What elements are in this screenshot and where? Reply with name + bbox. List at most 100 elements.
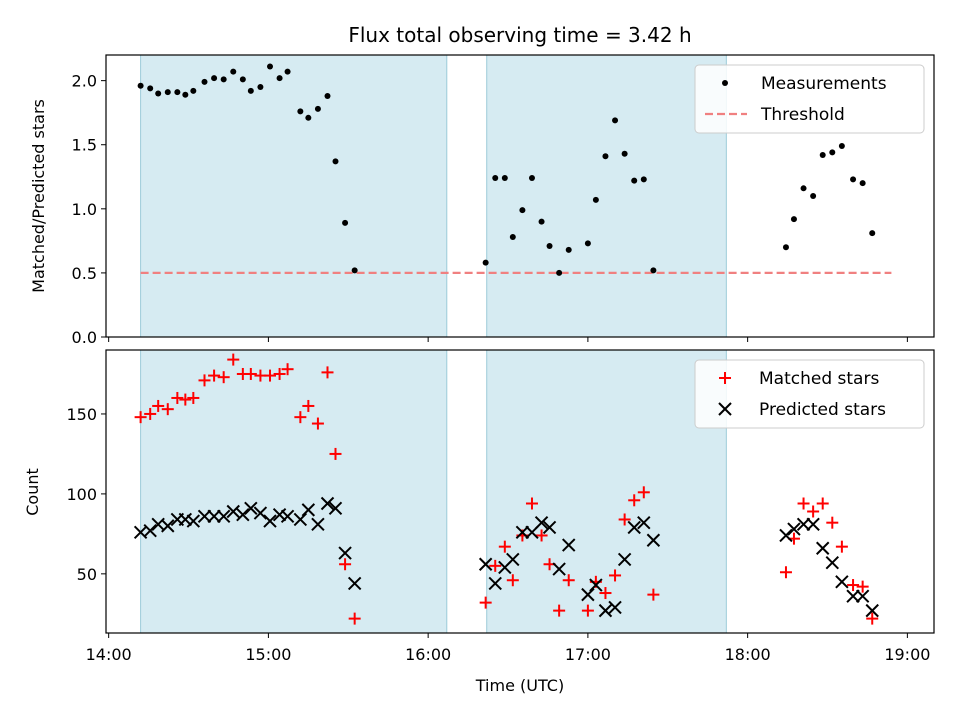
matched-star-point bbox=[628, 494, 641, 507]
measurement-point bbox=[782, 244, 789, 251]
predicted-star-point bbox=[598, 603, 613, 618]
top-y-tick-label: 1.5 bbox=[72, 136, 97, 155]
measurement-point bbox=[351, 267, 358, 274]
x-tick-label: 19:00 bbox=[884, 645, 930, 664]
measurement-point bbox=[612, 117, 619, 124]
bottom-legend bbox=[694, 359, 925, 429]
matched-star-point bbox=[835, 540, 848, 553]
measurement-point bbox=[314, 105, 321, 112]
measurement-point bbox=[147, 85, 154, 92]
x-tick-label: 14:00 bbox=[86, 645, 132, 664]
predicted-star-point bbox=[216, 509, 231, 523]
measurement-point bbox=[342, 219, 349, 226]
matched-star-point bbox=[311, 417, 324, 430]
top-observing-window-0 bbox=[140, 54, 448, 338]
predicted-star-point bbox=[846, 589, 860, 603]
matched-star-point bbox=[294, 411, 307, 424]
ratio-panel: 0.0 0.5 1.0 1.5 2.0 Measurements Threshold bbox=[72, 54, 935, 347]
matched-star-point bbox=[599, 587, 612, 600]
matched-star-point bbox=[581, 604, 594, 617]
predicted-star-point bbox=[825, 555, 840, 570]
predicted-star-point bbox=[328, 501, 343, 515]
measurement-point bbox=[584, 240, 591, 247]
legend-measurements-marker bbox=[722, 80, 728, 86]
predicted-star-point bbox=[627, 520, 641, 535]
predicted-star-point bbox=[796, 517, 811, 531]
predicted-star-point bbox=[646, 533, 661, 547]
legend-matched-marker bbox=[719, 372, 731, 384]
measurement-point bbox=[247, 87, 254, 94]
legend-predicted-label: Predicted stars bbox=[759, 400, 886, 420]
measurement-point bbox=[650, 267, 657, 274]
x-tick-label: 17:00 bbox=[565, 645, 611, 664]
measurement-point bbox=[276, 75, 283, 82]
predicted-star-point bbox=[806, 517, 820, 531]
predicted-star-point bbox=[253, 506, 268, 520]
count-panel: 50 100 150 14:00 15:00 16:00 17:00 18:00 19:00 Ma… bbox=[66, 349, 935, 664]
predicted-star-point bbox=[143, 523, 157, 538]
measurement-point bbox=[546, 242, 553, 249]
matched-star-point bbox=[348, 612, 361, 625]
matched-star-point bbox=[198, 374, 211, 387]
matched-star-point bbox=[208, 369, 221, 382]
measurement-point bbox=[509, 234, 516, 241]
matched-star-point bbox=[321, 366, 334, 379]
predicted-star-point bbox=[506, 552, 520, 567]
measurement-point bbox=[220, 76, 227, 83]
measurement-point bbox=[838, 143, 845, 150]
x-tick-label: 18:00 bbox=[725, 645, 771, 664]
matched-star-point bbox=[227, 353, 240, 366]
measurement-point bbox=[602, 153, 609, 160]
predicted-star-point bbox=[865, 603, 879, 618]
measurement-point bbox=[592, 196, 599, 203]
measurement-point bbox=[332, 158, 339, 165]
measurement-point bbox=[519, 207, 526, 214]
predicted-star-point bbox=[478, 557, 493, 571]
matched-star-point bbox=[553, 604, 566, 617]
measurement-point bbox=[640, 176, 647, 183]
matched-star-point bbox=[856, 580, 869, 593]
predicted-star-point bbox=[311, 517, 325, 531]
predicted-star-point bbox=[779, 528, 793, 543]
matched-star-point bbox=[637, 486, 650, 499]
legend-measurements-label: Measurements bbox=[761, 74, 887, 94]
measurement-point bbox=[182, 91, 189, 98]
measurement-point bbox=[631, 177, 638, 184]
matched-star-point bbox=[779, 566, 792, 579]
top-y-tick-label: 2.0 bbox=[72, 72, 97, 91]
x-axis-label: Time (UTC) bbox=[475, 676, 564, 695]
matched-star-point bbox=[144, 407, 157, 420]
measurement-point bbox=[190, 87, 197, 94]
predicted-star-point bbox=[207, 509, 221, 523]
matched-star-point bbox=[866, 612, 879, 625]
predicted-star-point bbox=[608, 600, 622, 615]
predicted-star-point bbox=[226, 504, 240, 519]
predicted-star-point bbox=[280, 509, 295, 523]
matched-star-point bbox=[618, 513, 631, 526]
matched-star-point bbox=[562, 574, 575, 587]
measurement-point bbox=[324, 93, 331, 100]
matched-star-point bbox=[339, 558, 352, 571]
matched-star-point bbox=[535, 529, 548, 542]
measurement-point bbox=[155, 90, 162, 97]
bottom-y-tick-label: 150 bbox=[66, 405, 97, 424]
predicted-star-point bbox=[244, 501, 258, 515]
matched-star-point bbox=[826, 516, 839, 529]
predicted-star-point bbox=[347, 576, 362, 591]
predicted-star-point bbox=[272, 507, 287, 522]
matched-star-point bbox=[171, 391, 184, 404]
matched-star-point bbox=[273, 367, 286, 380]
predicted-star-point bbox=[488, 576, 502, 591]
top-observing-window-1 bbox=[486, 54, 727, 338]
legend-threshold-label: Threshold bbox=[760, 105, 845, 125]
x-tick-label: 15:00 bbox=[245, 645, 291, 664]
measurement-point bbox=[810, 193, 817, 199]
predicted-star-point bbox=[637, 515, 651, 530]
legend-predicted-marker bbox=[718, 402, 732, 416]
predicted-star-point bbox=[301, 503, 316, 517]
matched-star-point bbox=[281, 363, 294, 376]
x-tick-label: 16:00 bbox=[405, 645, 451, 664]
predicted-star-point bbox=[197, 509, 212, 523]
measurement-point bbox=[556, 269, 563, 276]
